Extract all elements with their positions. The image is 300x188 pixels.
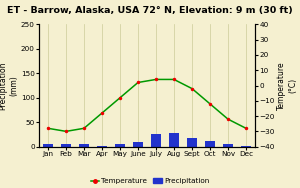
Bar <box>241 146 251 147</box>
Bar <box>151 134 161 147</box>
Bar <box>43 144 53 147</box>
Text: ET - Barrow, Alaska, USA 72° N, Elevation: 9 m (30 ft): ET - Barrow, Alaska, USA 72° N, Elevatio… <box>7 6 293 15</box>
Bar <box>115 144 125 147</box>
Y-axis label: Precipitation
(mm): Precipitation (mm) <box>0 61 18 110</box>
Y-axis label: Temperature
(°C): Temperature (°C) <box>277 61 297 110</box>
Bar <box>205 141 215 147</box>
Bar <box>169 133 179 147</box>
Bar <box>79 144 89 147</box>
Bar <box>97 146 107 147</box>
Legend: Temperature, Precipitation: Temperature, Precipitation <box>91 178 209 184</box>
Bar <box>187 138 197 147</box>
Bar <box>61 144 71 147</box>
Bar <box>223 144 233 147</box>
Bar <box>133 142 143 147</box>
